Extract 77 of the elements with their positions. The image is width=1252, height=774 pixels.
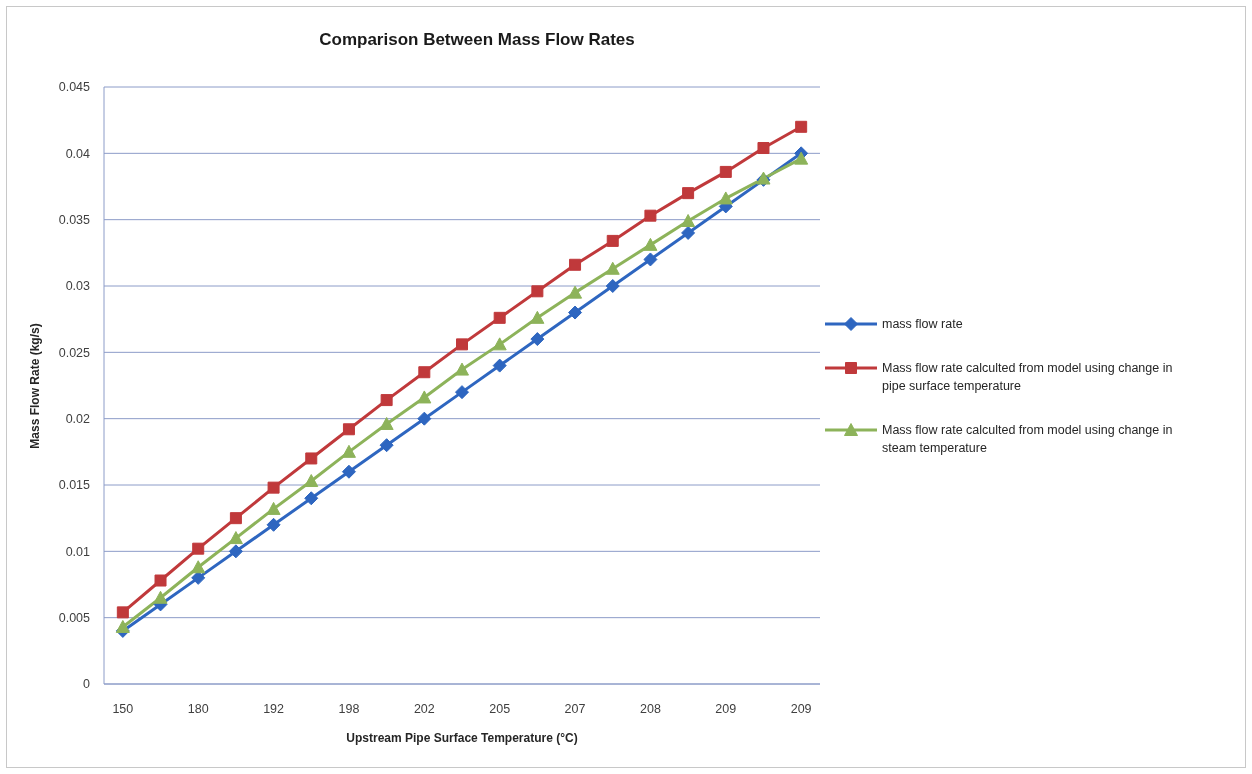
point: [228, 544, 243, 559]
point: [304, 491, 319, 506]
point: [605, 261, 620, 275]
point: [455, 362, 469, 376]
point: [531, 285, 544, 298]
point: [643, 237, 658, 251]
point: [719, 165, 732, 178]
point: [305, 452, 318, 465]
point: [341, 464, 356, 479]
point: [267, 481, 280, 494]
point: [266, 501, 281, 515]
point: [682, 187, 695, 200]
chart-title: Comparison Between Mass Flow Rates: [318, 30, 636, 50]
point: [644, 209, 657, 222]
x-tick-label: 209: [790, 701, 812, 716]
x-tick-label: 205: [489, 701, 511, 716]
y-tick-label: 0.01: [65, 544, 91, 559]
x-tick-label: 192: [263, 701, 285, 716]
point: [380, 394, 393, 407]
x-tick-label: 150: [112, 701, 134, 716]
x-tick-label: 207: [564, 701, 586, 716]
point: [154, 574, 167, 587]
y-axis-title: Mass Flow Rate (kg/s): [28, 322, 42, 449]
legend-label: mass flow rate: [882, 315, 964, 333]
point: [530, 310, 545, 324]
point: [192, 542, 205, 555]
x-tick-label: 209: [715, 701, 737, 716]
point: [530, 332, 545, 347]
y-tick-label: 0: [83, 677, 91, 692]
point: [379, 416, 394, 430]
point: [456, 338, 468, 351]
y-tick-label: 0.03: [65, 279, 91, 294]
y-tick-label: 0.035: [58, 213, 91, 228]
point: [568, 285, 583, 299]
point: [115, 619, 130, 633]
x-tick-label: 198: [338, 701, 360, 716]
point: [455, 385, 469, 400]
point: [228, 531, 243, 545]
x-axis-title: Upstream Pipe Surface Temperature (°C): [345, 731, 579, 745]
point: [681, 213, 696, 227]
point: [417, 390, 432, 404]
y-tick-label: 0.015: [58, 478, 91, 493]
point: [191, 560, 206, 574]
point: [341, 444, 356, 458]
point: [492, 358, 507, 373]
point: [493, 311, 506, 324]
point: [304, 474, 319, 488]
point: [643, 252, 658, 267]
point: [568, 305, 583, 320]
legend-label: Mass flow rate calculted from model using change in pipe surface temperature: [882, 359, 1174, 395]
y-tick-label: 0.02: [65, 412, 91, 427]
point: [569, 258, 582, 271]
point: [794, 151, 809, 165]
point: [492, 337, 507, 351]
point: [418, 366, 431, 379]
point: [718, 191, 733, 205]
point: [605, 279, 620, 293]
y-tick-label: 0.025: [58, 345, 91, 360]
legend-label: Mass flow rate calculted from model using change in steam temperature: [882, 421, 1174, 457]
x-tick-label: 180: [187, 701, 209, 716]
x-tick-label: 208: [639, 701, 661, 716]
point: [379, 438, 394, 453]
point: [681, 225, 696, 240]
point: [266, 517, 281, 532]
point: [153, 590, 168, 604]
point: [116, 606, 129, 619]
point: [191, 570, 206, 585]
point: [606, 234, 619, 247]
y-tick-label: 0.005: [58, 611, 91, 626]
x-tick-label: 202: [413, 701, 435, 716]
point: [229, 512, 242, 525]
y-tick-label: 0.045: [58, 80, 91, 95]
y-tick-label: 0.04: [65, 146, 91, 161]
point: [795, 120, 808, 133]
point: [757, 142, 770, 155]
point: [342, 423, 355, 436]
point: [417, 411, 432, 426]
